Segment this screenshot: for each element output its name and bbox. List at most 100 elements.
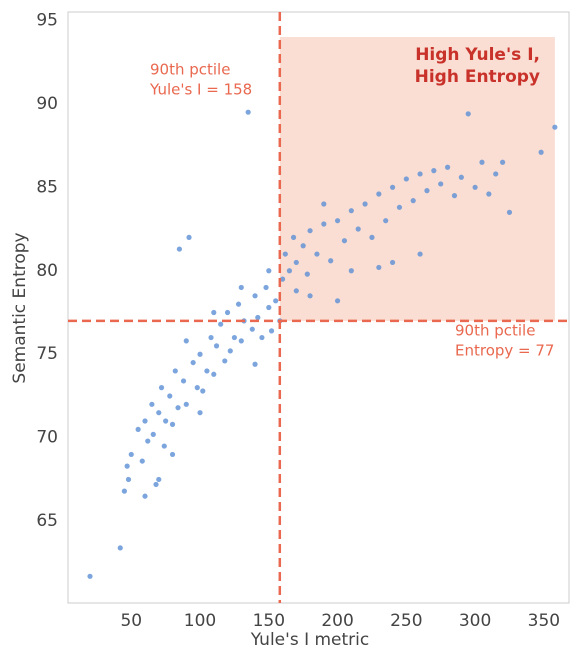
point xyxy=(314,251,320,257)
point xyxy=(145,438,151,444)
point xyxy=(135,426,141,432)
point xyxy=(238,338,244,344)
point xyxy=(227,348,233,354)
point xyxy=(149,401,155,407)
point xyxy=(142,418,148,424)
point xyxy=(286,268,293,274)
point xyxy=(506,209,513,215)
point xyxy=(334,218,341,224)
point xyxy=(156,410,162,416)
point xyxy=(87,573,93,579)
point xyxy=(249,326,255,332)
point xyxy=(156,476,162,483)
point xyxy=(376,191,382,197)
point xyxy=(180,378,187,384)
point xyxy=(238,284,244,291)
point xyxy=(348,268,354,274)
point xyxy=(321,221,327,227)
point xyxy=(300,243,306,249)
point xyxy=(161,443,167,449)
point xyxy=(197,351,203,357)
reference-label: 90th pctile xyxy=(150,61,230,79)
x-tick-label: 350 xyxy=(528,611,560,631)
point xyxy=(369,234,375,240)
point xyxy=(204,368,210,374)
point xyxy=(183,338,189,344)
point xyxy=(252,361,258,367)
point xyxy=(124,463,130,469)
point xyxy=(348,208,354,214)
point xyxy=(389,184,396,190)
point xyxy=(125,476,132,483)
point xyxy=(128,451,134,458)
point xyxy=(307,228,313,234)
point xyxy=(417,171,423,177)
point xyxy=(290,234,297,240)
reference-label: Entropy = 77 xyxy=(455,342,554,360)
point xyxy=(263,284,269,291)
point xyxy=(175,405,181,411)
highlight-region xyxy=(279,37,555,321)
point xyxy=(222,358,228,364)
point xyxy=(293,259,299,266)
point xyxy=(465,111,471,117)
x-tick-label: 200 xyxy=(321,611,353,631)
point xyxy=(167,393,173,399)
point xyxy=(383,218,389,224)
point xyxy=(500,159,506,165)
point xyxy=(334,298,341,304)
y-axis-label: Semantic Entropy xyxy=(10,232,30,383)
point xyxy=(139,458,145,464)
point xyxy=(328,258,334,264)
x-tick-label: 100 xyxy=(184,611,216,631)
point xyxy=(493,171,499,177)
point xyxy=(252,293,258,299)
point xyxy=(213,343,220,349)
point xyxy=(194,385,200,391)
point xyxy=(268,328,275,334)
point xyxy=(355,226,361,232)
point xyxy=(235,301,242,307)
point xyxy=(266,268,272,274)
point xyxy=(472,184,478,190)
point xyxy=(410,198,416,204)
point xyxy=(255,314,261,321)
reference-label: 90th pctile xyxy=(455,322,535,340)
point xyxy=(169,421,176,427)
point xyxy=(117,545,123,551)
y-tick-label: 70 xyxy=(36,428,58,448)
point xyxy=(169,451,176,458)
y-tick-label: 85 xyxy=(36,177,58,197)
point xyxy=(444,164,451,170)
point xyxy=(158,385,165,391)
point xyxy=(142,493,148,499)
point xyxy=(293,288,299,294)
point xyxy=(266,304,272,311)
point xyxy=(479,159,485,165)
point xyxy=(273,298,279,304)
point xyxy=(153,481,159,488)
point xyxy=(172,368,178,374)
y-tick-label: 75 xyxy=(36,344,58,364)
point xyxy=(231,334,238,341)
point xyxy=(208,334,214,341)
point xyxy=(486,191,492,197)
point xyxy=(389,259,396,266)
point xyxy=(376,264,382,271)
point xyxy=(341,238,348,244)
point xyxy=(451,193,458,199)
highlight-label: High Entropy xyxy=(415,67,540,87)
point xyxy=(224,309,231,316)
reference-label: Yule's I = 158 xyxy=(149,81,252,99)
point xyxy=(362,201,368,207)
plot-frame xyxy=(67,11,570,604)
highlight-label: High Yule's I, xyxy=(415,45,540,65)
point xyxy=(163,418,169,424)
x-tick-label: 150 xyxy=(253,611,285,631)
y-tick-label: 65 xyxy=(36,511,58,531)
point xyxy=(245,109,251,115)
point xyxy=(279,276,286,282)
point xyxy=(307,293,313,299)
x-tick-label: 250 xyxy=(390,611,422,631)
